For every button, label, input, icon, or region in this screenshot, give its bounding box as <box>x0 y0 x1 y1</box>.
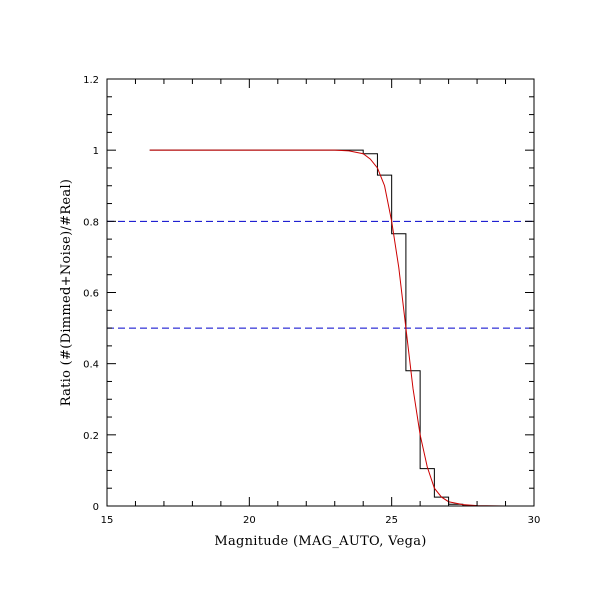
x-tick-label: 15 <box>101 515 114 526</box>
y-tick-label: 0.4 <box>83 360 99 371</box>
y-axis-title: Ratio (#(Dimmed+Noise)/#Real) <box>59 179 74 407</box>
x-tick-label: 30 <box>528 515 541 526</box>
y-tick-label: 0.8 <box>83 217 99 228</box>
x-tick-label: 25 <box>385 515 398 526</box>
axis-ticks: 15 20 25 30 0 0.2 0.4 0.6 0.8 1 1.2 <box>83 75 540 526</box>
fit-curve-series <box>149 149 534 507</box>
y-tick-label: 0.2 <box>83 431 99 442</box>
y-tick-label: 1 <box>93 146 99 157</box>
y-tick-label: 0.6 <box>83 289 99 300</box>
x-tick-label: 20 <box>243 515 256 526</box>
x-axis-title: Magnitude (MAG_AUTO, Vega) <box>214 534 426 549</box>
plot-frame <box>106 78 535 507</box>
y-tick-label: 1.2 <box>83 75 99 86</box>
y-tick-label: 0 <box>93 502 99 513</box>
plot-area <box>107 149 534 507</box>
